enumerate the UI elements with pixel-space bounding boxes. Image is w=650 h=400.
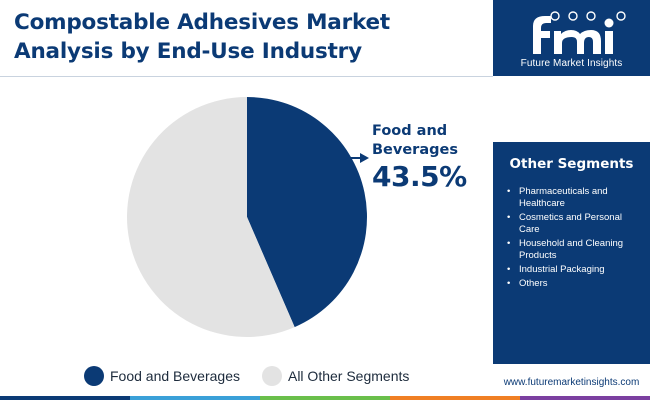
callout-label: Food and Beverages: [372, 123, 458, 158]
other-segments-heading: Other Segments: [509, 156, 634, 172]
pie-slices: [127, 97, 368, 337]
legend-label-food-and-beverages: Food and Beverages: [110, 368, 240, 384]
legend-swatch-all-other-segments: [261, 366, 282, 386]
chart-title-line-1: Compostable Adhesives Market: [14, 10, 390, 35]
bottom-color-bar: [0, 396, 650, 400]
bar-segment: [0, 396, 130, 400]
legend-item-food-and-beverages: Food and Beverages: [84, 366, 240, 386]
pie-slice-food-and-beverages: [247, 97, 368, 328]
other-segments-panel: Other Segments Pharmaceuticals and Healt…: [493, 142, 650, 364]
chart-title-line-2: Analysis by End-Use Industry: [14, 39, 362, 64]
segment-item: Others: [507, 278, 645, 290]
bar-segment: [390, 396, 520, 400]
bar-segment: [260, 396, 390, 400]
legend-swatch-food-and-beverages: [84, 366, 104, 386]
logo-banner: Future Market Insights: [493, 0, 650, 76]
segment-item: Household and Cleaning Products: [507, 238, 645, 262]
fmi-logo-icon: Future Market Insights: [493, 4, 650, 74]
callout-value: 43.5%: [372, 160, 467, 193]
title-divider: [0, 76, 493, 77]
pie-chart: [127, 97, 369, 337]
legend-label-all-other-segments: All Other Segments: [287, 368, 410, 384]
chart-legend: Food and Beverages All Other Segments: [84, 365, 431, 387]
segment-item: Pharmaceuticals and Healthcare: [507, 186, 645, 210]
bar-segment: [130, 396, 260, 400]
chart-title: Compostable Adhesives Market Analysis by…: [14, 8, 484, 66]
callout-arrow-icon: [346, 153, 369, 163]
bar-segment: [520, 396, 650, 400]
segment-item: Industrial Packaging: [507, 264, 645, 276]
sidebar: Future Market Insights Other Segments Ph…: [493, 0, 650, 400]
legend-item-all-other-segments: All Other Segments: [261, 366, 410, 386]
slice-callout: Food and Beverages 43.5%: [372, 122, 482, 193]
website-link[interactable]: www.futuremarketinsights.com: [503, 377, 640, 388]
pie-slice-all-other-segments: [127, 97, 295, 337]
logo-text: Future Market Insights: [520, 58, 623, 69]
other-segments-list: Pharmaceuticals and Healthcare Cosmetics…: [507, 186, 645, 292]
segment-item: Cosmetics and Personal Care: [507, 212, 645, 236]
